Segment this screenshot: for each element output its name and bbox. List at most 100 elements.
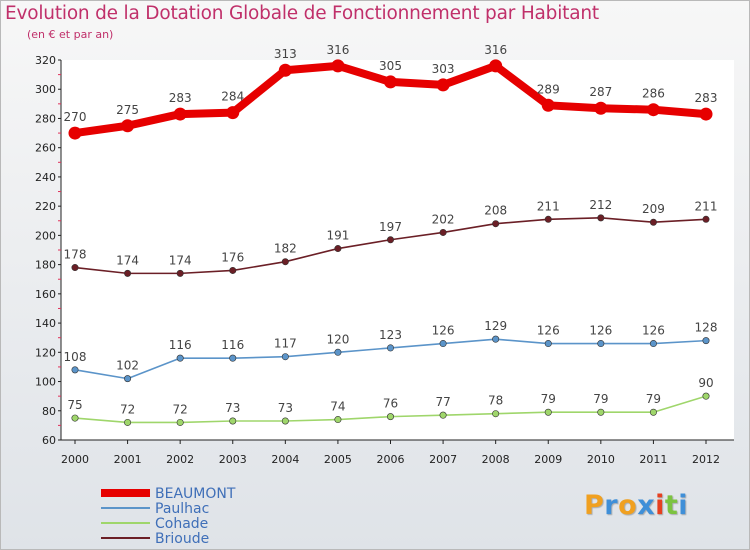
data-point-paulhac <box>71 366 79 374</box>
data-label-cohade: 77 <box>435 395 450 409</box>
data-point-cohade <box>334 416 342 424</box>
data-point-beaumont <box>384 75 397 89</box>
logo-letter: i <box>655 490 665 521</box>
data-label-paulhac: 126 <box>432 324 455 338</box>
legend-label-brioude: Brioude <box>155 531 209 547</box>
data-label-beaumont: 316 <box>326 43 349 57</box>
data-point-cohade <box>71 414 79 422</box>
data-point-paulhac <box>702 337 710 345</box>
data-point-beaumont <box>489 59 503 73</box>
data-point-brioude <box>702 215 710 223</box>
data-label-brioude: 208 <box>484 204 507 218</box>
logo-letter: o <box>618 490 638 521</box>
data-point-cohade <box>124 418 132 426</box>
y-tick-label: 80 <box>42 405 56 418</box>
x-tick-label: 2005 <box>324 453 352 466</box>
data-point-brioude <box>386 236 394 244</box>
data-label-cohade: 78 <box>488 394 503 408</box>
x-tick-label: 2007 <box>429 453 457 466</box>
data-point-paulhac <box>386 344 394 352</box>
data-label-paulhac: 126 <box>537 324 560 338</box>
logo-letter: t <box>664 490 679 521</box>
y-tick-label: 260 <box>35 142 56 155</box>
data-label-brioude: 211 <box>695 199 718 213</box>
logo-letter: r <box>604 490 619 521</box>
x-tick-label: 2012 <box>692 453 720 466</box>
data-label-cohade: 90 <box>698 376 713 390</box>
data-point-brioude <box>544 215 552 223</box>
data-point-beaumont <box>541 98 555 112</box>
x-tick-label: 2008 <box>482 453 510 466</box>
y-tick-label: 320 <box>35 54 56 67</box>
data-point-cohade <box>386 413 394 421</box>
data-label-paulhac: 128 <box>695 321 718 335</box>
data-label-brioude: 191 <box>326 229 349 243</box>
data-label-beaumont: 289 <box>537 82 560 96</box>
legend-label-paulhac: Paulhac <box>155 501 209 517</box>
data-point-cohade <box>649 408 657 416</box>
data-point-brioude <box>281 258 289 266</box>
y-tick-label: 120 <box>35 346 56 359</box>
series-brioude <box>71 214 710 277</box>
y-tick-label: 200 <box>35 229 56 242</box>
data-point-beaumont <box>173 107 187 121</box>
x-tick-label: 2001 <box>114 453 142 466</box>
data-label-paulhac: 116 <box>169 338 192 352</box>
data-point-paulhac <box>544 340 552 348</box>
logo-letter: x <box>637 490 656 521</box>
y-tick-label: 280 <box>35 112 56 125</box>
data-label-paulhac: 126 <box>642 324 665 338</box>
data-point-brioude <box>439 228 447 236</box>
data-label-paulhac: 108 <box>64 350 87 364</box>
legend-label-beaumont: BEAUMONT <box>155 486 236 502</box>
data-label-cohade: 76 <box>383 397 398 411</box>
data-label-cohade: 79 <box>541 392 556 406</box>
logo-letter: i <box>678 490 689 521</box>
x-tick-label: 2002 <box>166 453 194 466</box>
x-tick-label: 2006 <box>377 453 405 466</box>
data-point-cohade <box>702 392 710 400</box>
series-cohade <box>71 392 710 426</box>
series-beaumont <box>68 59 713 140</box>
data-label-beaumont: 303 <box>432 62 455 76</box>
data-label-beaumont: 316 <box>484 43 507 57</box>
data-point-cohade <box>544 408 552 416</box>
data-point-paulhac <box>334 348 342 356</box>
data-label-brioude: 178 <box>64 248 87 262</box>
data-label-paulhac: 120 <box>326 332 349 346</box>
y-tick-label: 160 <box>35 288 56 301</box>
data-label-beaumont: 313 <box>274 47 297 61</box>
data-point-cohade <box>281 417 289 425</box>
data-point-paulhac <box>229 354 237 362</box>
data-label-cohade: 79 <box>593 392 608 406</box>
data-label-cohade: 79 <box>646 392 661 406</box>
data-label-brioude: 174 <box>116 253 139 267</box>
chart-axes: 60 80 100 120 140 160 180 200 220 240 260 280 300 320… <box>35 54 734 466</box>
data-point-brioude <box>334 245 342 253</box>
x-tick-label: 2003 <box>219 453 247 466</box>
data-label-beaumont: 283 <box>169 91 192 105</box>
plot-area <box>61 60 734 440</box>
data-label-brioude: 174 <box>169 253 192 267</box>
data-label-paulhac: 117 <box>274 337 297 351</box>
data-point-brioude <box>124 269 132 277</box>
data-label-beaumont: 270 <box>64 110 87 124</box>
data-point-paulhac <box>597 340 605 348</box>
chart-title: Evolution de la Dotation Globale de Fonc… <box>5 3 599 24</box>
data-point-paulhac <box>176 354 184 362</box>
chart-subtitle: (en € et par an) <box>27 28 114 41</box>
proxiti-logo: Proxiti <box>584 490 688 521</box>
data-label-brioude: 212 <box>589 198 612 212</box>
series-layer <box>68 59 713 426</box>
data-point-brioude <box>71 264 79 272</box>
logo-letter: P <box>584 490 605 521</box>
data-label-brioude: 197 <box>379 220 402 234</box>
data-label-cohade: 74 <box>330 400 345 414</box>
data-point-beaumont <box>226 106 240 120</box>
data-label-beaumont: 284 <box>221 90 244 104</box>
data-point-brioude <box>597 214 605 222</box>
data-label-paulhac: 126 <box>589 324 612 338</box>
data-label-beaumont: 275 <box>116 103 139 117</box>
legend-label-cohade: Cohade <box>155 516 208 532</box>
